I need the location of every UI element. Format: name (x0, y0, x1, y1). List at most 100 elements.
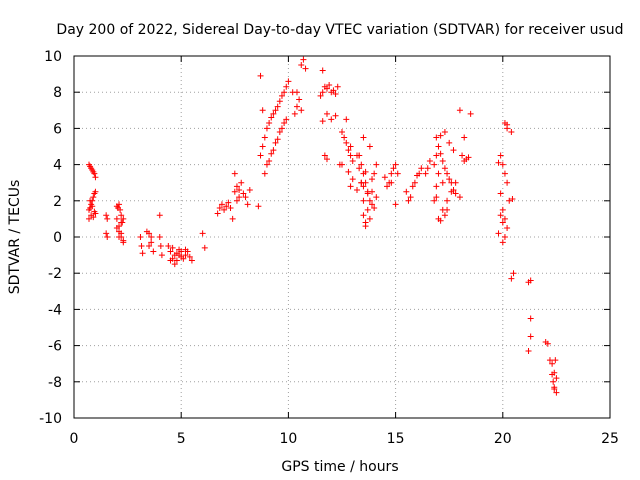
data-point (433, 134, 440, 141)
data-point (298, 62, 305, 69)
data-point (504, 224, 511, 231)
data-point (298, 107, 305, 114)
data-point (233, 183, 240, 190)
x-tick-label: 15 (387, 431, 405, 447)
data-point (339, 161, 345, 168)
data-point (362, 223, 369, 230)
data-point (171, 252, 178, 259)
data-point (504, 125, 511, 132)
data-point (214, 210, 221, 217)
data-point (549, 371, 556, 378)
data-point (345, 147, 352, 154)
data-point (546, 357, 553, 364)
data-point (323, 110, 330, 117)
data-point (169, 244, 176, 251)
data-point (549, 360, 556, 367)
data-point (263, 125, 270, 132)
data-point (369, 176, 376, 183)
data-point (366, 143, 373, 150)
data-point (283, 116, 290, 123)
data-point (302, 65, 309, 72)
data-point (257, 152, 264, 159)
data-point (178, 253, 185, 260)
data-point (92, 174, 99, 181)
data-point (509, 195, 516, 202)
data-point (416, 170, 423, 177)
data-point (317, 92, 324, 99)
data-point (411, 179, 418, 186)
data-point (501, 234, 508, 240)
data-point (347, 143, 354, 150)
data-point (188, 257, 195, 264)
data-point (326, 81, 333, 88)
data-point (92, 188, 99, 195)
data-point (285, 78, 292, 85)
data-point (497, 152, 504, 159)
data-point (167, 248, 174, 255)
data-point (431, 197, 438, 204)
y-tick-labels: 10 8 6 4 2 0 -2 -4 -6 -8 -10 (39, 49, 62, 427)
data-point (319, 67, 326, 74)
axis-ticks (73, 55, 611, 419)
data-point (173, 257, 180, 264)
data-point (349, 157, 356, 164)
data-point (388, 179, 395, 186)
data-point (319, 89, 326, 96)
x-tick-label: 25 (601, 431, 619, 447)
data-point (403, 188, 410, 195)
data-point (118, 212, 125, 219)
data-point (527, 333, 534, 340)
data-point (407, 194, 414, 201)
data-point (497, 190, 504, 197)
data-point (116, 223, 123, 230)
data-point (278, 125, 285, 132)
x-tick-label: 20 (494, 431, 512, 447)
data-point (433, 152, 440, 159)
x-tick-label: 10 (279, 431, 297, 447)
data-point (467, 110, 474, 117)
data-point (444, 170, 451, 177)
data-point (118, 219, 125, 226)
data-point (289, 89, 296, 96)
data-point (495, 230, 502, 237)
data-point (244, 201, 251, 208)
data-point (356, 152, 363, 159)
data-point (384, 183, 391, 190)
data-point (360, 197, 367, 204)
data-point (270, 147, 277, 154)
data-point (334, 83, 341, 90)
data-point (104, 234, 111, 240)
data-point (323, 156, 330, 163)
x-tick-label: 5 (177, 431, 186, 447)
data-point (165, 243, 172, 250)
data-point (360, 212, 367, 219)
data-point (176, 246, 183, 253)
data-point (553, 375, 560, 382)
data-point (437, 217, 444, 224)
data-point (90, 194, 97, 201)
data-point (276, 98, 283, 105)
data-point (441, 129, 448, 136)
data-point (347, 183, 354, 190)
data-point (116, 234, 123, 240)
data-point (255, 203, 262, 210)
data-point (90, 214, 97, 221)
data-point (156, 212, 163, 219)
data-point (182, 246, 189, 253)
data-point (89, 203, 96, 210)
data-point (120, 215, 127, 222)
data-point (257, 72, 264, 79)
data-point (392, 201, 399, 208)
data-point (143, 228, 150, 235)
data-point (116, 201, 123, 208)
data-point (439, 157, 446, 164)
data-point (229, 215, 236, 222)
data-point (499, 219, 506, 226)
data-point (371, 170, 378, 177)
data-point (227, 205, 234, 212)
data-point (501, 170, 508, 177)
data-point (497, 212, 504, 219)
data-point (527, 315, 534, 322)
data-point (263, 161, 270, 168)
